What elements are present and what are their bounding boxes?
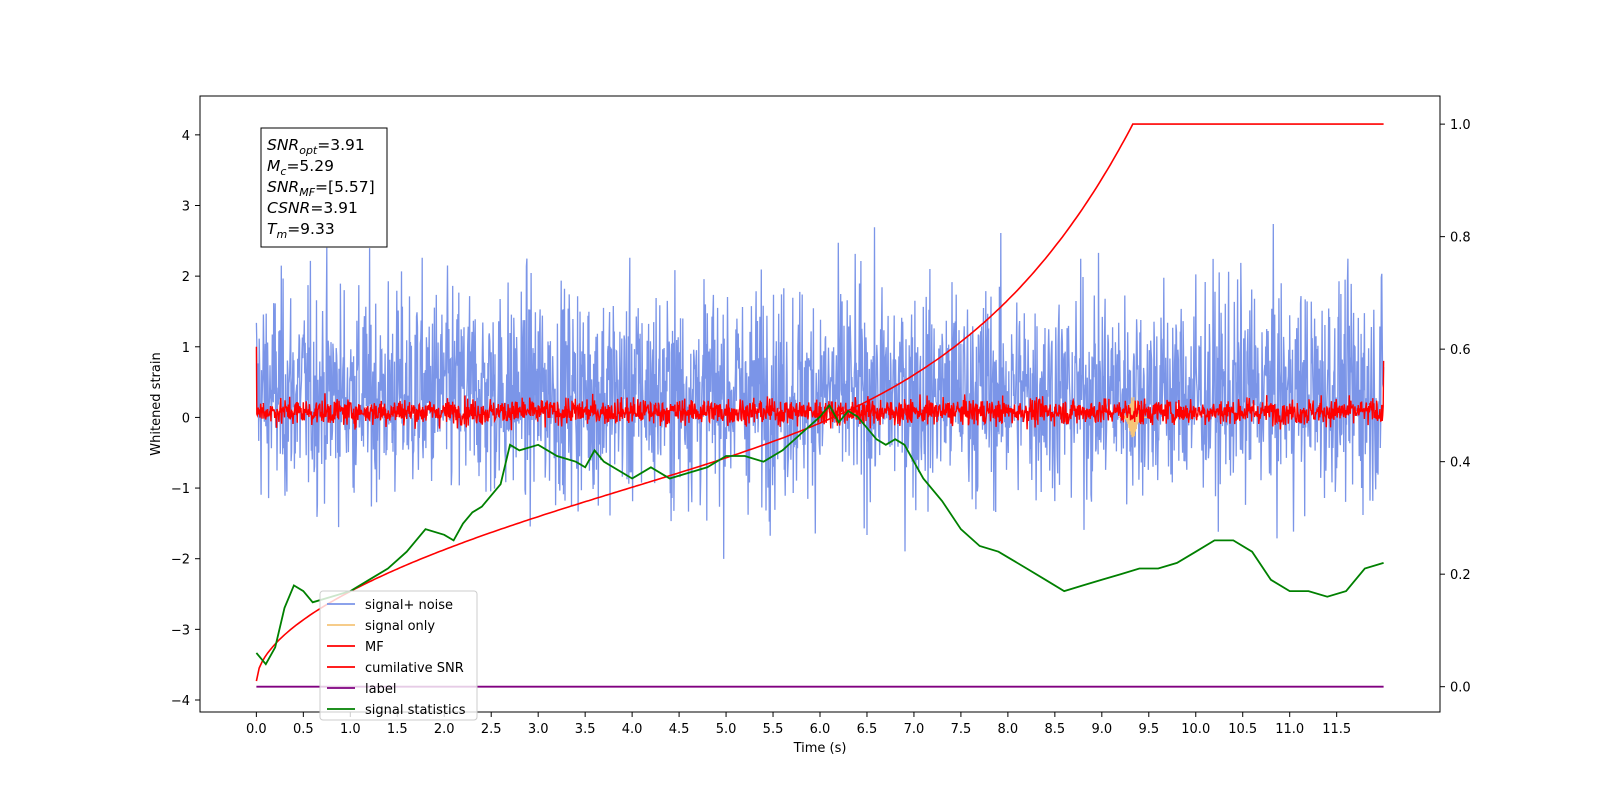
- y-axis-left-ticks: −4 −3 −2 −1 0 1 2 3 4: [171, 129, 200, 709]
- annotation-value: =[5.57]: [315, 178, 375, 196]
- annotation-symbol: SNR: [267, 178, 299, 196]
- y-tick-label: 2: [182, 270, 190, 285]
- annotation-frame: [260, 127, 388, 248]
- annotation-subscript: MF: [299, 186, 315, 199]
- y-right-tick-label: 0.2: [1450, 568, 1471, 583]
- annotation-symbol: T: [267, 220, 278, 238]
- legend-entry-label: signal statistics: [365, 703, 466, 718]
- x-tick-label: 1.0: [340, 722, 361, 737]
- annotation-symbol: M: [267, 157, 280, 175]
- x-axis-ticks: 0.0 0.5 1.0 1.5 2.0 2.5 3.0 3.5 4.0 4.5 5.0 5.5 6.0 6…: [246, 712, 1351, 737]
- annotation-value: =3.91: [310, 199, 358, 217]
- annotation-value: =9.33: [287, 220, 335, 238]
- legend-entry-label: cumilative SNR: [365, 661, 464, 676]
- x-tick-label: 7.0: [904, 722, 925, 737]
- x-tick-label: 8.0: [998, 722, 1019, 737]
- y-tick-label: 1: [182, 341, 190, 356]
- legend-entry-label: label: [365, 682, 396, 697]
- x-tick-label: 3.0: [528, 722, 549, 737]
- y-right-tick-label: 0.4: [1450, 456, 1471, 471]
- y-right-tick-label: 0.0: [1450, 681, 1471, 696]
- x-tick-label: 3.5: [575, 722, 596, 737]
- annotation-value: =5.29: [286, 157, 334, 175]
- series-mf: [255, 346, 1385, 431]
- annotation-subscript: opt: [299, 144, 318, 157]
- x-tick-label: 5.5: [763, 722, 784, 737]
- annotation-box: SNRopt=3.91Mc=5.29SNRMF=[5.57]CSNR=3.91T…: [260, 127, 388, 248]
- x-tick-label: 10.5: [1228, 722, 1257, 737]
- annotation-symbol: SNR: [267, 136, 299, 154]
- x-tick-label: 2.0: [434, 722, 455, 737]
- x-tick-label: 6.5: [857, 722, 878, 737]
- x-tick-label: 10.0: [1181, 722, 1210, 737]
- y-tick-label: −3: [171, 623, 190, 638]
- series-signal-statistics: [255, 403, 1384, 666]
- x-tick-label: 4.0: [622, 722, 643, 737]
- y-axis-right-ticks: 0.0 0.2 0.4 0.6 0.8 1.0: [1440, 118, 1471, 696]
- series-signal-noise: [255, 223, 1385, 559]
- x-tick-label: 9.0: [1091, 722, 1112, 737]
- annotation-line: Tm=9.33: [267, 220, 335, 241]
- x-tick-label: 1.5: [387, 722, 408, 737]
- y-right-tick-label: 0.6: [1450, 343, 1471, 358]
- x-tick-label: 9.5: [1138, 722, 1159, 737]
- annotation-line: Mc=5.29: [267, 157, 334, 178]
- x-tick-label: 11.0: [1275, 722, 1304, 737]
- annotation-subscript: c: [280, 165, 286, 178]
- x-tick-label: 0.0: [246, 722, 267, 737]
- x-tick-label: 0.5: [293, 722, 314, 737]
- annotation-line: SNRopt=3.91: [267, 136, 365, 157]
- annotation-line: CSNR=3.91: [267, 199, 358, 217]
- y-right-tick-label: 0.8: [1450, 231, 1471, 246]
- x-tick-label: 11.5: [1322, 722, 1351, 737]
- annotation-subscript: m: [276, 228, 287, 241]
- annotation-value: =3.91: [317, 136, 365, 154]
- legend-entry-label: MF: [365, 640, 384, 655]
- y-tick-label: 3: [182, 199, 190, 214]
- annotation-symbol: CSNR: [267, 199, 310, 217]
- y-tick-label: −4: [171, 694, 190, 709]
- x-tick-label: 7.5: [951, 722, 972, 737]
- y-tick-label: 4: [182, 129, 190, 144]
- x-tick-label: 2.5: [481, 722, 502, 737]
- x-axis-label: Time (s): [793, 741, 847, 756]
- x-tick-label: 5.0: [716, 722, 737, 737]
- y-tick-label: −1: [171, 482, 190, 497]
- legend-frame: [319, 590, 478, 721]
- x-tick-label: 8.5: [1045, 722, 1066, 737]
- legend-entry-label: signal+ noise: [365, 598, 453, 613]
- legend: signal+ noise signal only MF cumilative SNR…: [319, 590, 478, 721]
- x-tick-label: 4.5: [669, 722, 690, 737]
- annotation-line: SNRMF=[5.57]: [267, 178, 375, 199]
- legend-entry-label: signal only: [365, 619, 435, 634]
- y-right-tick-label: 1.0: [1450, 118, 1471, 133]
- series-cumulative-snr: [255, 123, 1384, 682]
- y-axis-label: Whitened strain: [149, 352, 164, 455]
- y-tick-label: −2: [171, 553, 190, 568]
- y-tick-label: 0: [182, 411, 190, 426]
- x-tick-label: 6.0: [810, 722, 831, 737]
